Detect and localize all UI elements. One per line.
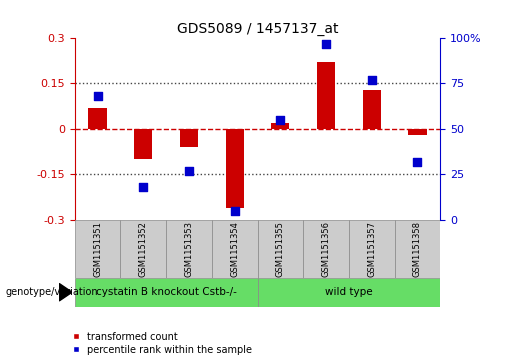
Text: GSM1151353: GSM1151353 bbox=[184, 221, 194, 277]
Point bbox=[414, 159, 422, 164]
Text: GSM1151351: GSM1151351 bbox=[93, 221, 102, 277]
Point bbox=[93, 93, 101, 99]
Bar bbox=[317, 62, 335, 129]
Point bbox=[368, 77, 376, 83]
Text: GSM1151356: GSM1151356 bbox=[321, 221, 331, 277]
Bar bbox=[394, 220, 440, 278]
Polygon shape bbox=[59, 284, 72, 301]
Bar bbox=[226, 129, 244, 208]
Point bbox=[139, 184, 147, 190]
Bar bbox=[75, 220, 121, 278]
Text: GSM1151358: GSM1151358 bbox=[413, 221, 422, 277]
Bar bbox=[166, 220, 212, 278]
Text: GSM1151357: GSM1151357 bbox=[367, 221, 376, 277]
Bar bbox=[258, 278, 440, 307]
Bar bbox=[303, 220, 349, 278]
Bar bbox=[408, 129, 426, 135]
Legend: transformed count, percentile rank within the sample: transformed count, percentile rank withi… bbox=[72, 331, 252, 355]
Text: GSM1151355: GSM1151355 bbox=[276, 221, 285, 277]
Point bbox=[231, 208, 239, 213]
Bar bbox=[121, 220, 166, 278]
Bar bbox=[258, 220, 303, 278]
Bar bbox=[180, 129, 198, 147]
Bar bbox=[349, 220, 394, 278]
Bar bbox=[363, 90, 381, 129]
Title: GDS5089 / 1457137_at: GDS5089 / 1457137_at bbox=[177, 22, 338, 36]
Point bbox=[322, 41, 330, 46]
Bar bbox=[75, 278, 258, 307]
Bar bbox=[212, 220, 258, 278]
Point bbox=[276, 117, 284, 123]
Text: GSM1151352: GSM1151352 bbox=[139, 221, 148, 277]
Bar bbox=[134, 129, 152, 159]
Text: GSM1151354: GSM1151354 bbox=[230, 221, 239, 277]
Text: cystatin B knockout Cstb-/-: cystatin B knockout Cstb-/- bbox=[96, 287, 236, 297]
Text: wild type: wild type bbox=[325, 287, 373, 297]
Bar bbox=[271, 123, 289, 129]
Bar bbox=[89, 108, 107, 129]
Point bbox=[185, 168, 193, 174]
Text: genotype/variation: genotype/variation bbox=[5, 287, 98, 297]
